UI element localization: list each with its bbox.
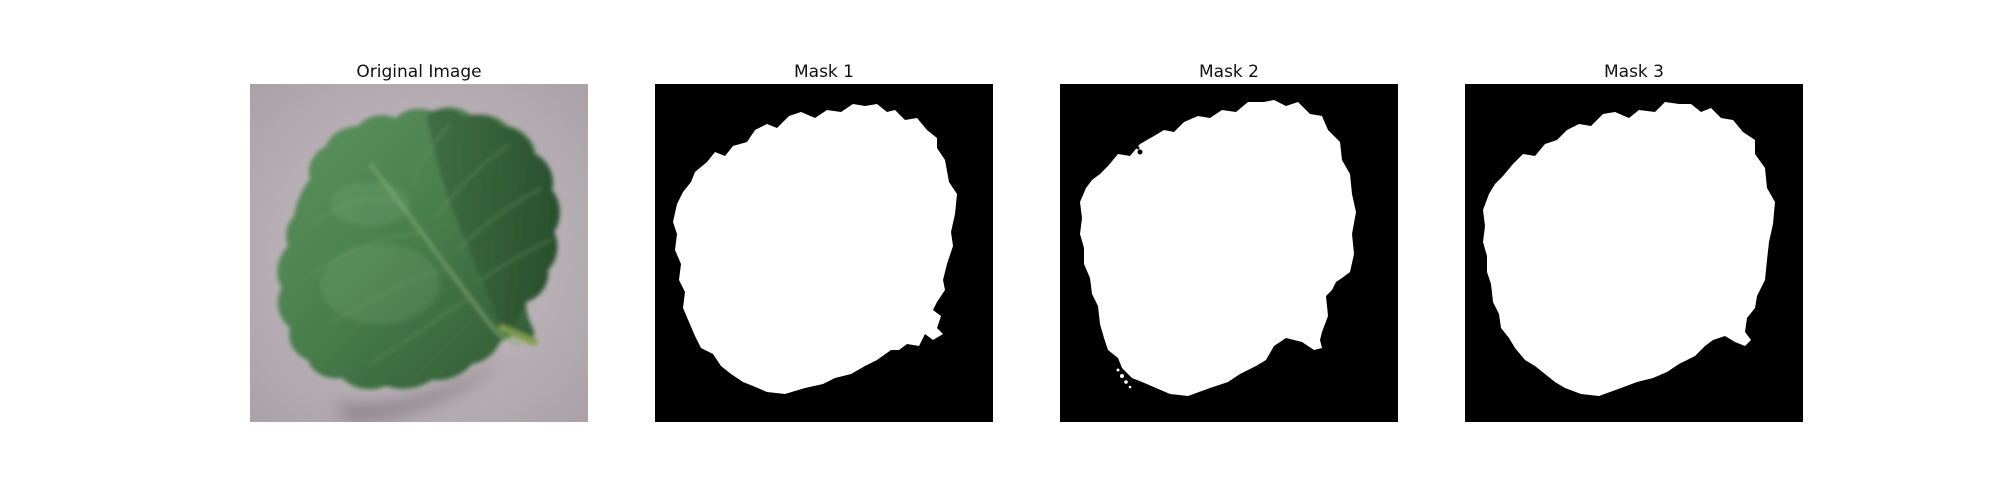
mask-1-image [655,84,993,422]
mask-2-panel: Mask 2 [1060,60,1398,422]
mask-3-image [1465,84,1803,422]
original-leaf-image [250,84,588,422]
mask-2-image [1060,84,1398,422]
original-image-panel: Original Image [250,60,588,422]
panel-title: Original Image [356,62,482,82]
panel-title: Mask 1 [793,62,854,82]
mask-foreground [1080,100,1356,396]
panel-title: Mask 3 [1603,62,1664,82]
mask-foreground [673,104,957,394]
mask-1-panel: Mask 1 [655,60,993,422]
panel-title: Mask 2 [1198,62,1259,82]
mask-foreground [1483,102,1775,396]
mask-3-panel: Mask 3 [1465,60,1803,422]
leaf-shape [277,107,560,390]
